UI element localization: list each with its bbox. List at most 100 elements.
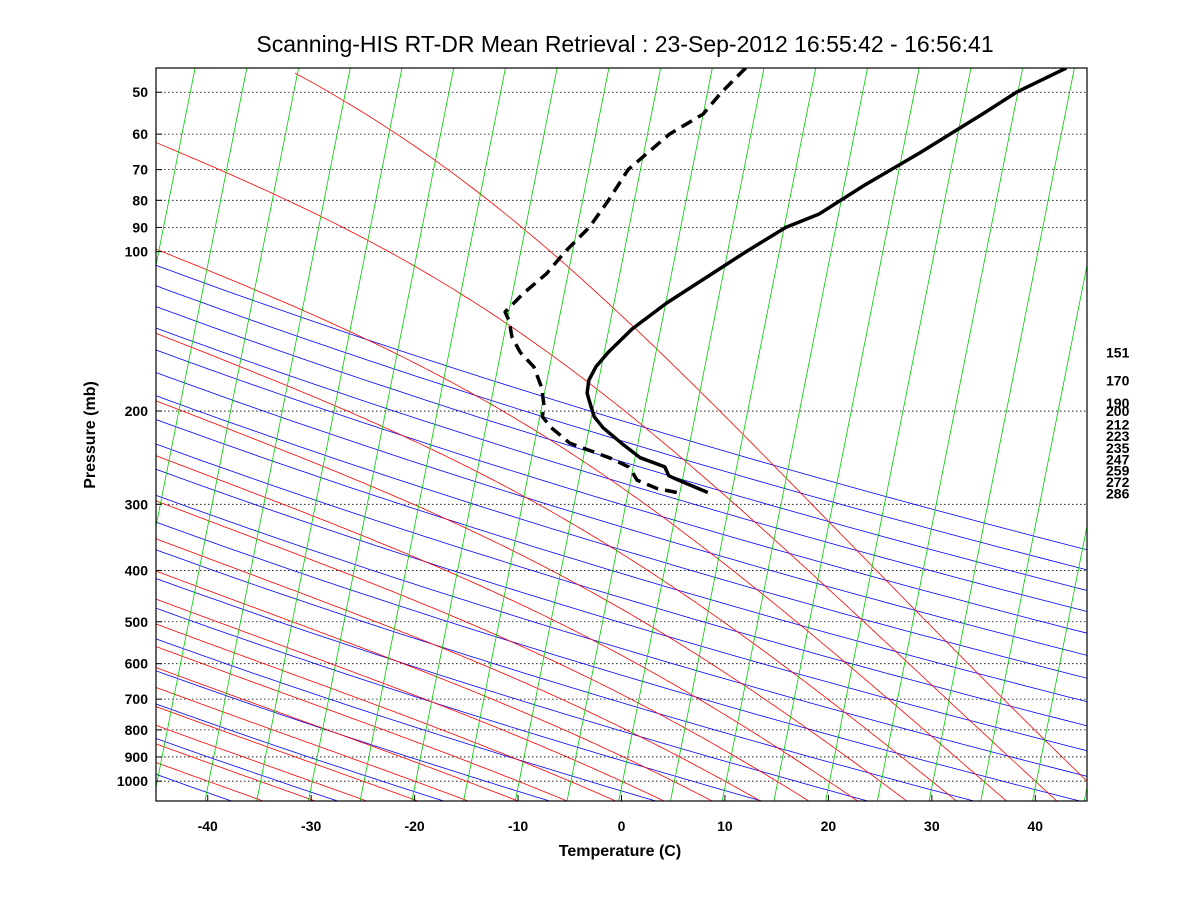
mixing-ratio-line (618, 68, 765, 801)
dry-adiabat-line (156, 285, 1087, 571)
dry-adiabat-line (156, 443, 1087, 727)
moist-adiabat-line (156, 724, 369, 801)
right-height-label: 235 (1106, 440, 1130, 456)
y-tick-label: 70 (132, 162, 148, 178)
y-tick-label: 90 (132, 219, 148, 235)
y-tick-label: 400 (125, 562, 149, 578)
y-axis-ticks: 50 60 70 80 90 100 200 300 400 500 600 700 800 900 100… (117, 84, 162, 789)
x-axis-label: Temperature (C) (559, 843, 681, 860)
dry-adiabat-line (156, 549, 975, 801)
dry-adiabat-line (0, 68, 20, 801)
dry-adiabat-line (156, 578, 868, 801)
mixing-ratio-line (359, 68, 506, 801)
mixing-ratio-line (0, 68, 40, 801)
right-height-label: 151 (1106, 344, 1130, 360)
right-height-label: 200 (1106, 403, 1130, 419)
mixing-ratio-line (1083, 785, 1087, 801)
y-tick-label: 800 (125, 722, 149, 738)
dewpoint-profile-line (503, 68, 747, 495)
y-tick-label: 60 (132, 126, 148, 142)
pressure-gridlines (156, 91, 1087, 782)
dry-adiabat-line (156, 327, 1087, 612)
moist-adiabat-line (156, 706, 420, 801)
mixing-ratio-line (156, 68, 299, 790)
mixing-ratio-line (876, 68, 1024, 801)
mixing-ratio-line (0, 68, 92, 801)
moist-adiabat-line (156, 142, 1058, 801)
thermodynamic-background-lines (0, 68, 1087, 801)
mixing-ratio-line (256, 68, 403, 801)
profile-series (503, 68, 1068, 495)
x-tick-label: -30 (301, 818, 321, 834)
dry-adiabat-line (0, 68, 126, 801)
mixing-ratio-line (411, 68, 558, 801)
x-tick-label: -10 (508, 818, 528, 834)
right-height-label: 223 (1106, 428, 1130, 444)
dry-adiabat-line (156, 703, 444, 801)
moist-adiabat-line (156, 455, 859, 801)
moist-adiabat-line (156, 743, 317, 801)
mixing-ratio-line (308, 68, 455, 801)
dry-adiabat-line (156, 419, 1087, 703)
mixing-ratio-line (928, 68, 1075, 801)
mixing-ratio-line (156, 68, 248, 529)
right-height-label: 259 (1106, 462, 1130, 478)
x-tick-label: 30 (924, 818, 940, 834)
moist-adiabat-line (156, 538, 762, 801)
mixing-ratio-line (825, 68, 972, 801)
right-height-label: 247 (1106, 452, 1130, 468)
moist-adiabat-line (156, 762, 265, 801)
chart-title: Scanning-HIS RT-DR Mean Retrieval : 23-S… (256, 31, 993, 57)
mixing-ratio-line (773, 68, 920, 801)
dry-adiabat-line (156, 264, 1087, 551)
moist-adiabat-line (156, 500, 810, 801)
y-tick-label: 900 (125, 749, 149, 765)
moist-adiabat-line (156, 667, 520, 801)
dry-adiabat-line (156, 395, 1087, 679)
mixing-ratio-line (1032, 524, 1087, 801)
plot-frame (155, 67, 1088, 802)
mixing-ratio-line (463, 68, 610, 801)
x-tick-label: 0 (618, 818, 626, 834)
y-tick-label: 100 (125, 244, 149, 260)
dry-adiabat-line (156, 494, 1087, 777)
y-axis-label: Pressure (mb) (82, 381, 99, 489)
y-tick-label: 1000 (117, 773, 148, 789)
mixing-ratio-line (980, 263, 1087, 801)
moist-adiabat-line (156, 332, 958, 801)
moist-adiabat-line (294, 72, 1087, 782)
mixing-ratio-line (204, 68, 351, 801)
moist-adiabat-line (156, 570, 714, 801)
x-tick-label: 10 (717, 818, 733, 834)
mixing-ratio-line (0, 68, 143, 801)
dry-adiabat-line (156, 468, 1087, 752)
dry-adiabat-line (156, 737, 338, 801)
y-tick-label: 700 (125, 691, 149, 707)
moist-adiabat-line (156, 646, 569, 801)
dry-adiabat-line (156, 372, 1087, 656)
moist-adiabat-line (156, 248, 1008, 801)
moist-adiabat-line (156, 598, 665, 801)
right-height-label: 212 (1106, 416, 1130, 432)
mixing-ratio-line (566, 68, 713, 801)
y-tick-label: 50 (132, 84, 148, 100)
mixing-ratio-line (514, 68, 661, 801)
x-tick-label: -20 (404, 818, 424, 834)
dry-adiabat-line (156, 306, 1087, 591)
y-tick-label: 200 (125, 403, 149, 419)
right-height-label: 286 (1106, 485, 1130, 501)
mixing-ratio-line (156, 68, 196, 268)
x-tick-label: -40 (198, 818, 218, 834)
dry-adiabat-line (156, 670, 550, 801)
right-height-label: 170 (1106, 372, 1130, 388)
dry-adiabat-line (156, 607, 762, 801)
x-tick-label: 20 (821, 818, 837, 834)
mixing-ratio-line (721, 68, 868, 801)
y-tick-label: 80 (132, 192, 148, 208)
moist-adiabat-line (156, 623, 617, 801)
dry-adiabat-line (156, 521, 1080, 801)
x-axis-ticks: -40 -30 -20 -10 0 10 20 30 40 (198, 795, 1043, 834)
temperature-profile-line (585, 68, 1068, 495)
